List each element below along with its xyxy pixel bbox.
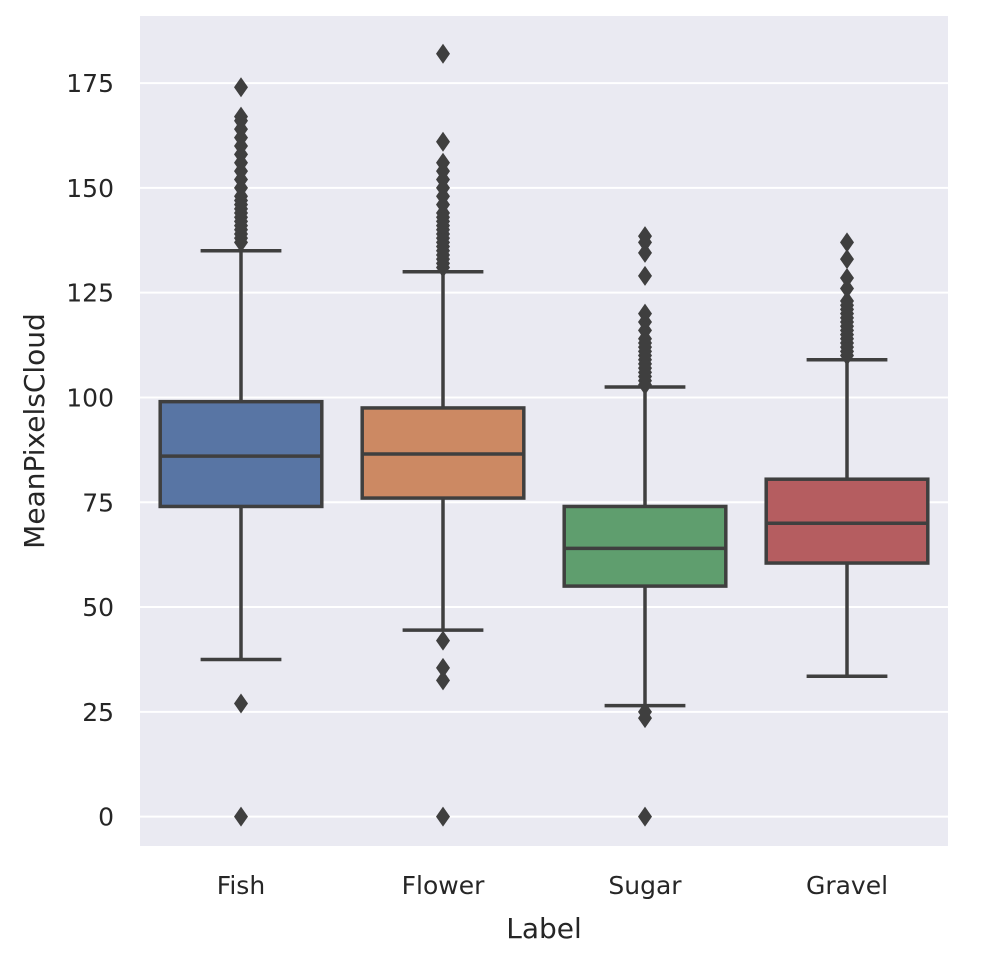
y-tick-label: 50 [82, 593, 114, 622]
y-tick-label: 25 [82, 698, 114, 727]
outlier-point [436, 43, 450, 64]
outlier-point [638, 303, 652, 324]
y-tick-label: 75 [82, 488, 114, 517]
outlier-point [436, 152, 450, 173]
box-iqr [158, 399, 324, 509]
outlier-point [436, 670, 450, 691]
x-tick-label: Sugar [608, 871, 682, 900]
box-group-fish [158, 77, 324, 827]
outlier-point [840, 232, 854, 253]
outlier-point [840, 249, 854, 270]
outlier-point [638, 226, 652, 247]
box-group-gravel [764, 232, 930, 678]
y-tick-label: 100 [66, 383, 114, 412]
outlier-point [436, 630, 450, 651]
x-tick-label: Flower [402, 871, 485, 900]
box-iqr [562, 504, 728, 588]
outlier-point [436, 806, 450, 827]
outlier-point [638, 265, 652, 286]
y-axis-label: MeanPixelsCloud [18, 313, 51, 549]
y-tick-label: 150 [66, 174, 114, 203]
outlier-point [436, 131, 450, 152]
x-tick-label: Fish [217, 871, 265, 900]
boxes [158, 43, 930, 827]
outlier-point [840, 291, 854, 312]
outlier-point [840, 267, 854, 288]
y-tick-labels: 0 25 50 75 100 125 150 175 [66, 69, 114, 832]
y-tick-label: 0 [98, 803, 114, 832]
outlier-point [638, 242, 652, 263]
x-axis-label: Label [506, 912, 582, 945]
outlier-point [840, 278, 854, 299]
outlier-point [234, 77, 248, 98]
outlier-point [234, 106, 248, 127]
box-iqr [764, 477, 930, 565]
x-tick-labels: Fish Flower Sugar Gravel [217, 871, 888, 900]
outlier-point [638, 806, 652, 827]
outlier-point [638, 701, 652, 722]
outlier-point [234, 806, 248, 827]
box-group-sugar [562, 226, 728, 827]
y-tick-label: 175 [66, 69, 114, 98]
box-group-flower [360, 43, 526, 827]
y-tick-label: 125 [66, 279, 114, 308]
outlier-point [234, 693, 248, 714]
x-tick-label: Gravel [806, 871, 888, 900]
outlier-point [436, 657, 450, 678]
